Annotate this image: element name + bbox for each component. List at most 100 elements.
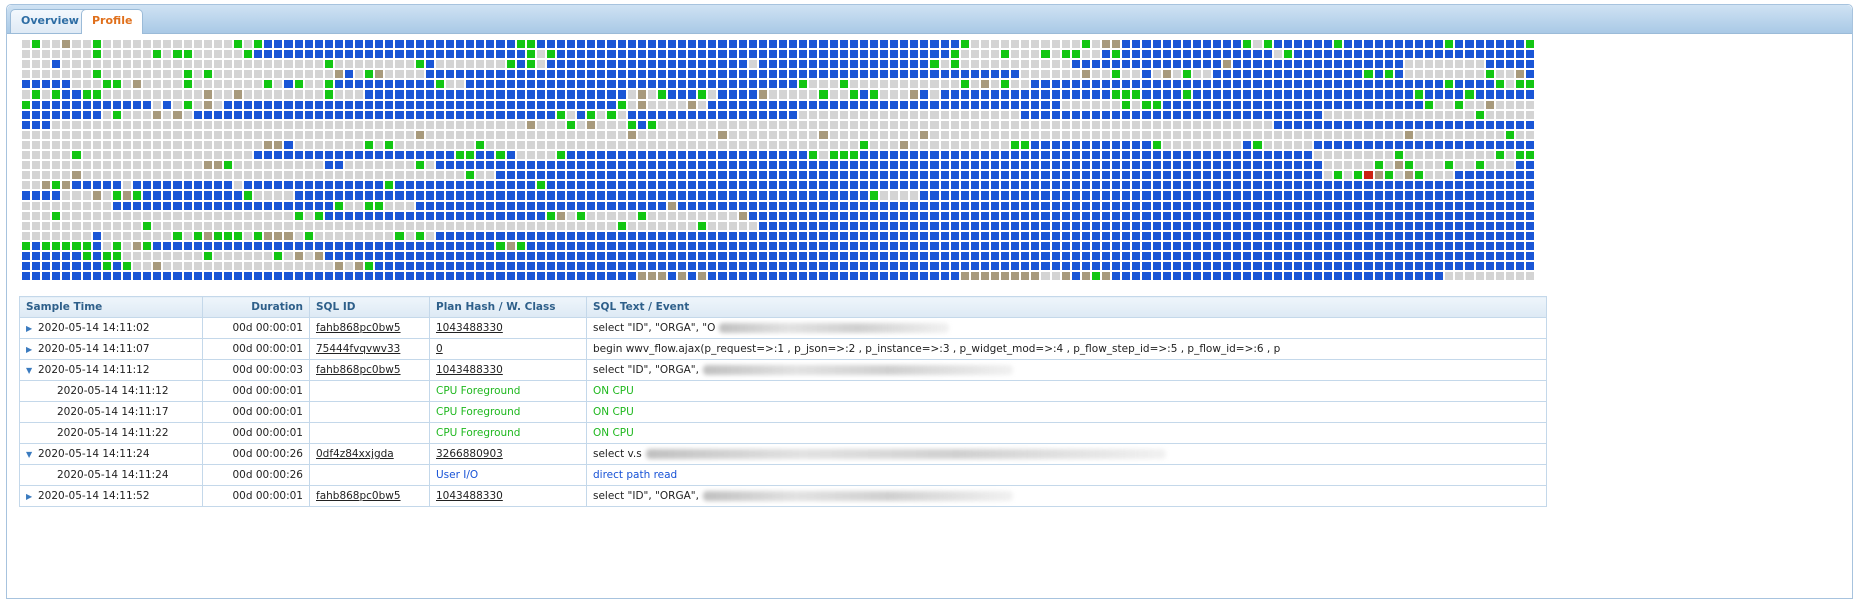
- heatmap-cell[interactable]: [1021, 70, 1030, 79]
- heatmap-cell[interactable]: [587, 251, 596, 261]
- heatmap-cell[interactable]: [112, 231, 121, 240]
- heatmap-cell[interactable]: [254, 130, 263, 139]
- heatmap-cell[interactable]: [274, 70, 283, 79]
- heatmap-cell[interactable]: [758, 211, 767, 220]
- heatmap-cell[interactable]: [112, 241, 121, 250]
- heatmap-cell[interactable]: [1485, 120, 1494, 129]
- heatmap-cell[interactable]: [789, 181, 798, 190]
- heatmap-cell[interactable]: [708, 272, 717, 281]
- heatmap-cell[interactable]: [799, 251, 808, 261]
- heatmap-cell[interactable]: [476, 221, 485, 230]
- heatmap-cell[interactable]: [102, 241, 111, 250]
- heatmap-cell[interactable]: [607, 191, 616, 200]
- heatmap-cell[interactable]: [284, 171, 293, 180]
- heatmap-cell[interactable]: [1425, 262, 1434, 271]
- heatmap-cell[interactable]: [597, 110, 606, 119]
- heatmap-cell[interactable]: [577, 80, 586, 89]
- heatmap-cell[interactable]: [334, 211, 343, 220]
- heatmap-cell[interactable]: [345, 60, 354, 69]
- heatmap-cell[interactable]: [617, 130, 626, 139]
- heatmap-cell[interactable]: [536, 70, 545, 79]
- heatmap-cell[interactable]: [829, 221, 838, 230]
- heatmap-cell[interactable]: [112, 181, 121, 190]
- heatmap-cell[interactable]: [1374, 100, 1383, 109]
- heatmap-cell[interactable]: [1172, 272, 1181, 281]
- heatmap-cell[interactable]: [678, 241, 687, 250]
- heatmap-cell[interactable]: [657, 40, 666, 49]
- heatmap-cell[interactable]: [607, 221, 616, 230]
- heatmap-cell[interactable]: [203, 251, 212, 261]
- heatmap-cell[interactable]: [910, 110, 919, 119]
- heatmap-cell[interactable]: [395, 90, 404, 99]
- heatmap-cell[interactable]: [82, 201, 91, 210]
- heatmap-cell[interactable]: [1001, 50, 1010, 59]
- heatmap-cell[interactable]: [112, 171, 121, 180]
- heatmap-cell[interactable]: [274, 120, 283, 129]
- heatmap-cell[interactable]: [1414, 60, 1424, 69]
- heatmap-cell[interactable]: [1273, 90, 1282, 99]
- heatmap-cell[interactable]: [324, 151, 333, 160]
- heatmap-cell[interactable]: [516, 120, 525, 129]
- heatmap-cell[interactable]: [1273, 221, 1282, 230]
- heatmap-cell[interactable]: [122, 161, 132, 170]
- heatmap-cell[interactable]: [657, 262, 666, 271]
- heatmap-cell[interactable]: [1515, 70, 1524, 79]
- heatmap-cell[interactable]: [405, 90, 414, 99]
- heatmap-cell[interactable]: [647, 110, 656, 119]
- heatmap-cell[interactable]: [304, 120, 313, 129]
- heatmap-cell[interactable]: [1273, 211, 1282, 220]
- heatmap-cell[interactable]: [1344, 211, 1353, 220]
- heatmap-cell[interactable]: [62, 120, 71, 129]
- heatmap-cell[interactable]: [930, 251, 939, 261]
- heatmap-cell[interactable]: [617, 140, 626, 150]
- heatmap-cell[interactable]: [1465, 191, 1474, 200]
- heatmap-cell[interactable]: [738, 191, 747, 200]
- heatmap-cell[interactable]: [1011, 201, 1020, 210]
- heatmap-cell[interactable]: [32, 80, 41, 89]
- heatmap-cell[interactable]: [617, 60, 626, 69]
- heatmap-cell[interactable]: [940, 231, 949, 240]
- heatmap-cell[interactable]: [748, 231, 757, 240]
- heatmap-cell[interactable]: [577, 231, 586, 240]
- heatmap-cell[interactable]: [1081, 272, 1090, 281]
- heatmap-cell[interactable]: [143, 40, 152, 49]
- heatmap-cell[interactable]: [1414, 120, 1424, 129]
- heatmap-cell[interactable]: [1041, 181, 1050, 190]
- heatmap-cell[interactable]: [42, 90, 51, 99]
- heatmap-cell[interactable]: [153, 171, 162, 180]
- heatmap-cell[interactable]: [1324, 241, 1333, 250]
- heatmap-cell[interactable]: [264, 60, 273, 69]
- heatmap-cell[interactable]: [345, 90, 354, 99]
- heatmap-cell[interactable]: [728, 201, 737, 210]
- heatmap-cell[interactable]: [1384, 171, 1393, 180]
- heatmap-cell[interactable]: [940, 221, 949, 230]
- heatmap-cell[interactable]: [1031, 251, 1040, 261]
- heatmap-cell[interactable]: [1374, 120, 1383, 129]
- heatmap-cell[interactable]: [1243, 201, 1252, 210]
- heatmap-cell[interactable]: [193, 272, 202, 281]
- heatmap-cell[interactable]: [1182, 191, 1191, 200]
- heatmap-cell[interactable]: [970, 140, 979, 150]
- heatmap-cell[interactable]: [1344, 191, 1353, 200]
- heatmap-cell[interactable]: [546, 251, 555, 261]
- heatmap-cell[interactable]: [879, 272, 889, 281]
- heatmap-cell[interactable]: [1081, 171, 1090, 180]
- heatmap-cell[interactable]: [425, 241, 434, 250]
- heatmap-cell[interactable]: [597, 80, 606, 89]
- heatmap-cell[interactable]: [1192, 201, 1201, 210]
- heatmap-cell[interactable]: [1152, 231, 1161, 240]
- heatmap-cell[interactable]: [1394, 211, 1403, 220]
- heatmap-cell[interactable]: [324, 211, 333, 220]
- heatmap-cell[interactable]: [244, 272, 253, 281]
- heatmap-cell[interactable]: [1435, 151, 1444, 160]
- heatmap-cell[interactable]: [1243, 110, 1252, 119]
- heatmap-cell[interactable]: [324, 60, 333, 69]
- heatmap-cell[interactable]: [1425, 90, 1434, 99]
- heatmap-cell[interactable]: [1364, 80, 1373, 89]
- heatmap-cell[interactable]: [718, 161, 727, 170]
- heatmap-cell[interactable]: [1011, 90, 1020, 99]
- heatmap-cell[interactable]: [314, 90, 323, 99]
- heatmap-cell[interactable]: [1162, 211, 1171, 220]
- heatmap-cell[interactable]: [930, 231, 939, 240]
- heatmap-cell[interactable]: [385, 140, 394, 150]
